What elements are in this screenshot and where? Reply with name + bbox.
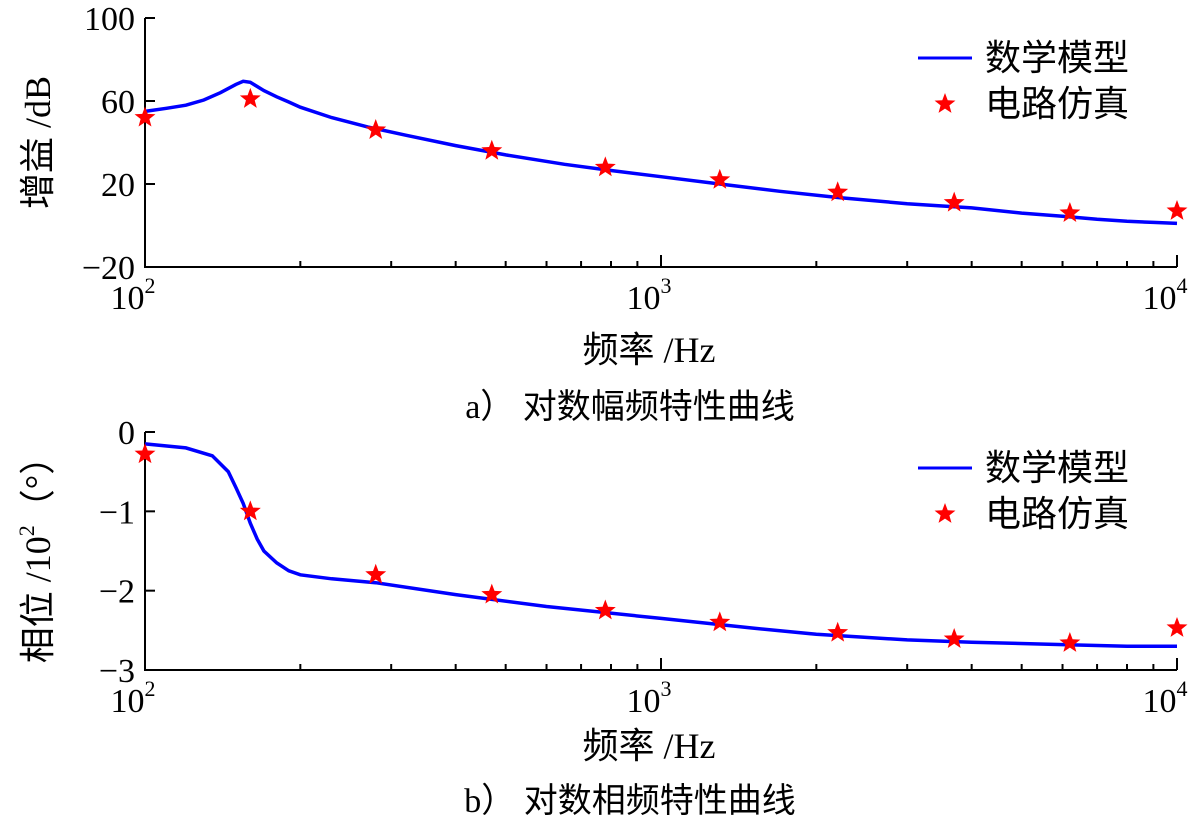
x-tick-exponent: 2 bbox=[145, 676, 156, 701]
data-point-star bbox=[365, 119, 387, 139]
x-tick-exponent: 3 bbox=[661, 676, 672, 701]
y-tick-label: −2 bbox=[99, 574, 135, 611]
x-tick-exponent: 4 bbox=[1177, 676, 1188, 701]
x-tick-base: 10 bbox=[627, 683, 661, 720]
x-tick-label: 102 bbox=[111, 676, 156, 720]
x-tick-base: 10 bbox=[627, 280, 661, 317]
data-point-star bbox=[134, 106, 156, 127]
x-tick-exponent: 3 bbox=[661, 273, 672, 298]
data-point-star bbox=[709, 611, 731, 632]
legend-label: 数学模型 bbox=[985, 38, 1129, 78]
data-point-star bbox=[594, 156, 616, 177]
series-line-0 bbox=[144, 442, 1177, 648]
y-tick-label: −20 bbox=[82, 250, 135, 287]
x-tick-base: 10 bbox=[111, 683, 145, 720]
x-axis-label: 频率 /Hz bbox=[583, 726, 716, 766]
y-tick-label: 100 bbox=[84, 1, 135, 38]
x-tick-base: 10 bbox=[1143, 683, 1177, 720]
data-point-star bbox=[239, 500, 261, 521]
x-tick-base: 10 bbox=[111, 280, 145, 317]
data-point-star bbox=[481, 583, 503, 604]
data-point-star bbox=[709, 168, 731, 189]
legend-label: 电路仿真 bbox=[985, 494, 1129, 534]
data-point-star bbox=[365, 563, 387, 584]
data-point-star bbox=[827, 181, 849, 202]
y-tick-label: −1 bbox=[99, 494, 135, 531]
y-tick-label: 60 bbox=[101, 84, 135, 121]
legend-star-swatch bbox=[934, 503, 956, 523]
data-point-star bbox=[943, 191, 965, 212]
chart-caption: a） 对数幅频特性曲线 bbox=[465, 388, 795, 426]
legend-label: 数学模型 bbox=[985, 448, 1129, 488]
data-point-star bbox=[1166, 199, 1188, 220]
data-point-star bbox=[594, 599, 616, 620]
x-tick-label: 103 bbox=[627, 676, 672, 720]
data-point-star bbox=[827, 621, 849, 642]
x-tick-label: 104 bbox=[1143, 273, 1188, 317]
y-axis-label-part: 2 bbox=[14, 525, 39, 536]
series-line-0 bbox=[144, 79, 1178, 226]
data-point-star bbox=[943, 628, 965, 648]
y-axis-label-part: （°） bbox=[18, 439, 58, 525]
x-tick-label: 104 bbox=[1143, 676, 1188, 720]
chart-caption: b） 对数相频特性曲线 bbox=[464, 782, 796, 820]
x-tick-label: 102 bbox=[111, 273, 156, 317]
data-point-star bbox=[1059, 632, 1081, 652]
y-axis-label: 相位 /102（°） bbox=[14, 439, 58, 663]
data-point-star bbox=[481, 139, 503, 160]
y-tick-label: −3 bbox=[99, 653, 135, 690]
x-tick-base: 10 bbox=[1143, 280, 1177, 317]
x-axis-label: 频率 /Hz bbox=[583, 330, 716, 370]
legend-label: 电路仿真 bbox=[985, 84, 1129, 124]
y-tick-label: 0 bbox=[118, 415, 135, 452]
x-tick-exponent: 2 bbox=[145, 273, 156, 298]
data-point-star bbox=[239, 87, 261, 108]
legend-star-swatch bbox=[934, 93, 956, 113]
data-point-star bbox=[1166, 616, 1188, 637]
y-tick-label: 20 bbox=[101, 167, 135, 204]
y-axis-label-part: 相位 /10 bbox=[18, 536, 58, 663]
x-tick-label: 103 bbox=[627, 273, 672, 317]
data-point-star bbox=[1059, 202, 1081, 222]
data-point-star bbox=[134, 443, 156, 464]
x-tick-exponent: 4 bbox=[1177, 273, 1188, 298]
y-axis-label: 增益 /dB bbox=[18, 76, 58, 209]
